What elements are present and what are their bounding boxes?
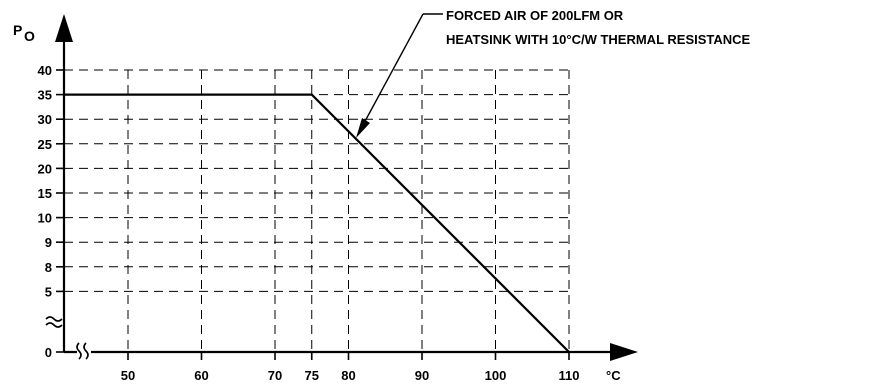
y-tick-label: 30 bbox=[38, 112, 52, 127]
x-tick-label: 75 bbox=[305, 368, 319, 383]
y-axis-label-sub: O bbox=[24, 28, 35, 44]
series bbox=[64, 93, 570, 353]
annotation-pointer-line bbox=[362, 13, 424, 126]
y-axis-arrowhead bbox=[55, 14, 73, 42]
x-tick-label: 110 bbox=[559, 368, 580, 383]
grid bbox=[64, 69, 570, 352]
ticks bbox=[56, 69, 570, 360]
annotation-line-2: HEATSINK WITH 10°C/W THERMAL RESISTANCE bbox=[446, 32, 751, 47]
x-tick-label: 90 bbox=[415, 368, 429, 383]
x-axis-arrowhead bbox=[610, 343, 638, 361]
y-tick-label: 0 bbox=[45, 345, 52, 360]
x-tick-label: 50 bbox=[121, 368, 135, 383]
x-axis-unit: °C bbox=[606, 368, 621, 383]
annotation-line-1: FORCED AIR OF 200LFM OR bbox=[446, 8, 624, 23]
tick-labels: 0 5 8 9 10 15 20 25 30 35 40 50 60 70 75 80 90 100 110 bbox=[38, 63, 580, 383]
y-tick-label: 40 bbox=[38, 63, 52, 78]
y-tick-label: 20 bbox=[38, 161, 52, 176]
x-tick-label: 100 bbox=[485, 368, 507, 383]
x-tick-label: 60 bbox=[194, 368, 208, 383]
y-tick-label: 9 bbox=[45, 235, 52, 250]
annotation: FORCED AIR OF 200LFM OR HEATSINK WITH 10… bbox=[356, 8, 751, 138]
y-axis-break-icon bbox=[45, 316, 63, 328]
y-axis-label: P O bbox=[13, 22, 35, 44]
y-tick-label: 35 bbox=[38, 88, 52, 103]
annotation-arrowhead bbox=[356, 118, 370, 138]
x-axis-break-icon bbox=[76, 342, 91, 360]
derating-curve bbox=[64, 93, 570, 353]
x-tick-label: 70 bbox=[268, 368, 282, 383]
y-tick-label: 15 bbox=[38, 186, 52, 201]
y-tick-label: 25 bbox=[38, 137, 52, 152]
y-tick-label: 5 bbox=[45, 284, 52, 299]
y-tick-label: 8 bbox=[45, 260, 52, 275]
axes bbox=[45, 14, 638, 361]
x-tick-label: 80 bbox=[341, 368, 355, 383]
y-axis-label-main: P bbox=[13, 22, 22, 38]
y-tick-label: 10 bbox=[38, 211, 52, 226]
